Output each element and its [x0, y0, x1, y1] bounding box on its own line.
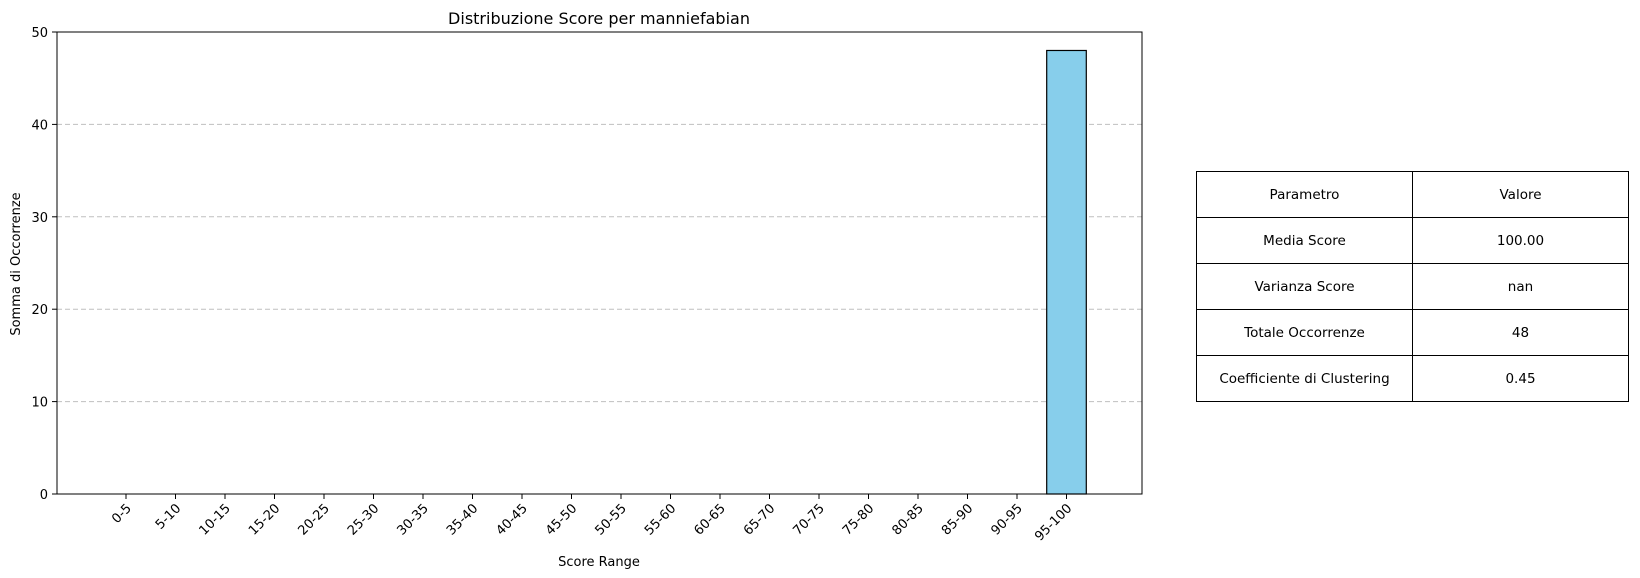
- y-ticks: 0 10 20 30 40 50: [31, 26, 57, 503]
- chart-title: Distribuzione Score per manniefabian: [448, 9, 750, 28]
- parameter-table: Parametro Valore Media Score 100.00 Vari…: [1196, 171, 1629, 402]
- value-cell: 0.45: [1412, 355, 1629, 402]
- param-cell: Coefficiente di Clustering: [1196, 355, 1413, 402]
- x-tick-label: 65-70: [741, 501, 778, 538]
- table-header-row: Parametro Valore: [1196, 171, 1629, 218]
- param-cell: Media Score: [1196, 217, 1413, 264]
- x-tick-label: 80-85: [890, 501, 927, 538]
- y-tick-label: 20: [31, 303, 48, 318]
- y-tick-label: 10: [31, 396, 48, 411]
- plot-frame: [56, 31, 1143, 495]
- x-tick-label: 5-10: [153, 501, 184, 532]
- x-tick-label: 30-35: [395, 501, 432, 538]
- x-tick-label: 55-60: [642, 501, 679, 538]
- x-axis-label: Score Range: [558, 555, 640, 570]
- table-row: Totale Occorrenze 48: [1196, 309, 1629, 356]
- x-tick-label: 40-45: [494, 501, 531, 538]
- x-tick-label: 85-90: [939, 501, 976, 538]
- x-tick-label: 50-55: [593, 501, 630, 538]
- header-value: Valore: [1412, 171, 1629, 218]
- x-tick-label: 35-40: [444, 501, 481, 538]
- table-row: Media Score 100.00: [1196, 217, 1629, 264]
- x-tick-label: 75-80: [840, 501, 877, 538]
- y-axis-label: Somma di Occorrenze: [9, 192, 24, 335]
- table-row: Varianza Score nan: [1196, 263, 1629, 310]
- param-cell: Varianza Score: [1196, 263, 1413, 310]
- bar-95-100: [1046, 49, 1087, 495]
- bars: [1046, 49, 1087, 495]
- value-cell: 100.00: [1412, 217, 1629, 264]
- x-tick-label: 25-30: [345, 501, 382, 538]
- x-tick-label: 60-65: [692, 501, 729, 538]
- x-tick-label: 45-50: [543, 501, 580, 538]
- x-tick-label: 15-20: [246, 501, 283, 538]
- grid-lines: [57, 31, 1142, 495]
- value-cell: 48: [1412, 309, 1629, 356]
- y-tick-label: 40: [31, 118, 48, 133]
- x-tick-label: 95-100: [1032, 501, 1075, 544]
- x-tick-label: 90-95: [989, 501, 1026, 538]
- y-tick-label: 0: [40, 488, 48, 503]
- x-tick-label: 20-25: [296, 501, 333, 538]
- param-cell: Totale Occorrenze: [1196, 309, 1413, 356]
- x-tick-label: 0-5: [109, 501, 135, 527]
- y-tick-label: 50: [31, 26, 48, 41]
- x-tick-label: 70-75: [791, 501, 828, 538]
- header-param: Parametro: [1196, 171, 1413, 218]
- x-tick-label: 10-15: [197, 501, 234, 538]
- value-cell: nan: [1412, 263, 1629, 310]
- table-row: Coefficiente di Clustering 0.45: [1196, 355, 1629, 402]
- y-tick-label: 30: [31, 211, 48, 226]
- x-ticks: 0-5 5-10 10-15 15-20 20-25 25-30 30-35 35-40 40-…: [109, 494, 1075, 544]
